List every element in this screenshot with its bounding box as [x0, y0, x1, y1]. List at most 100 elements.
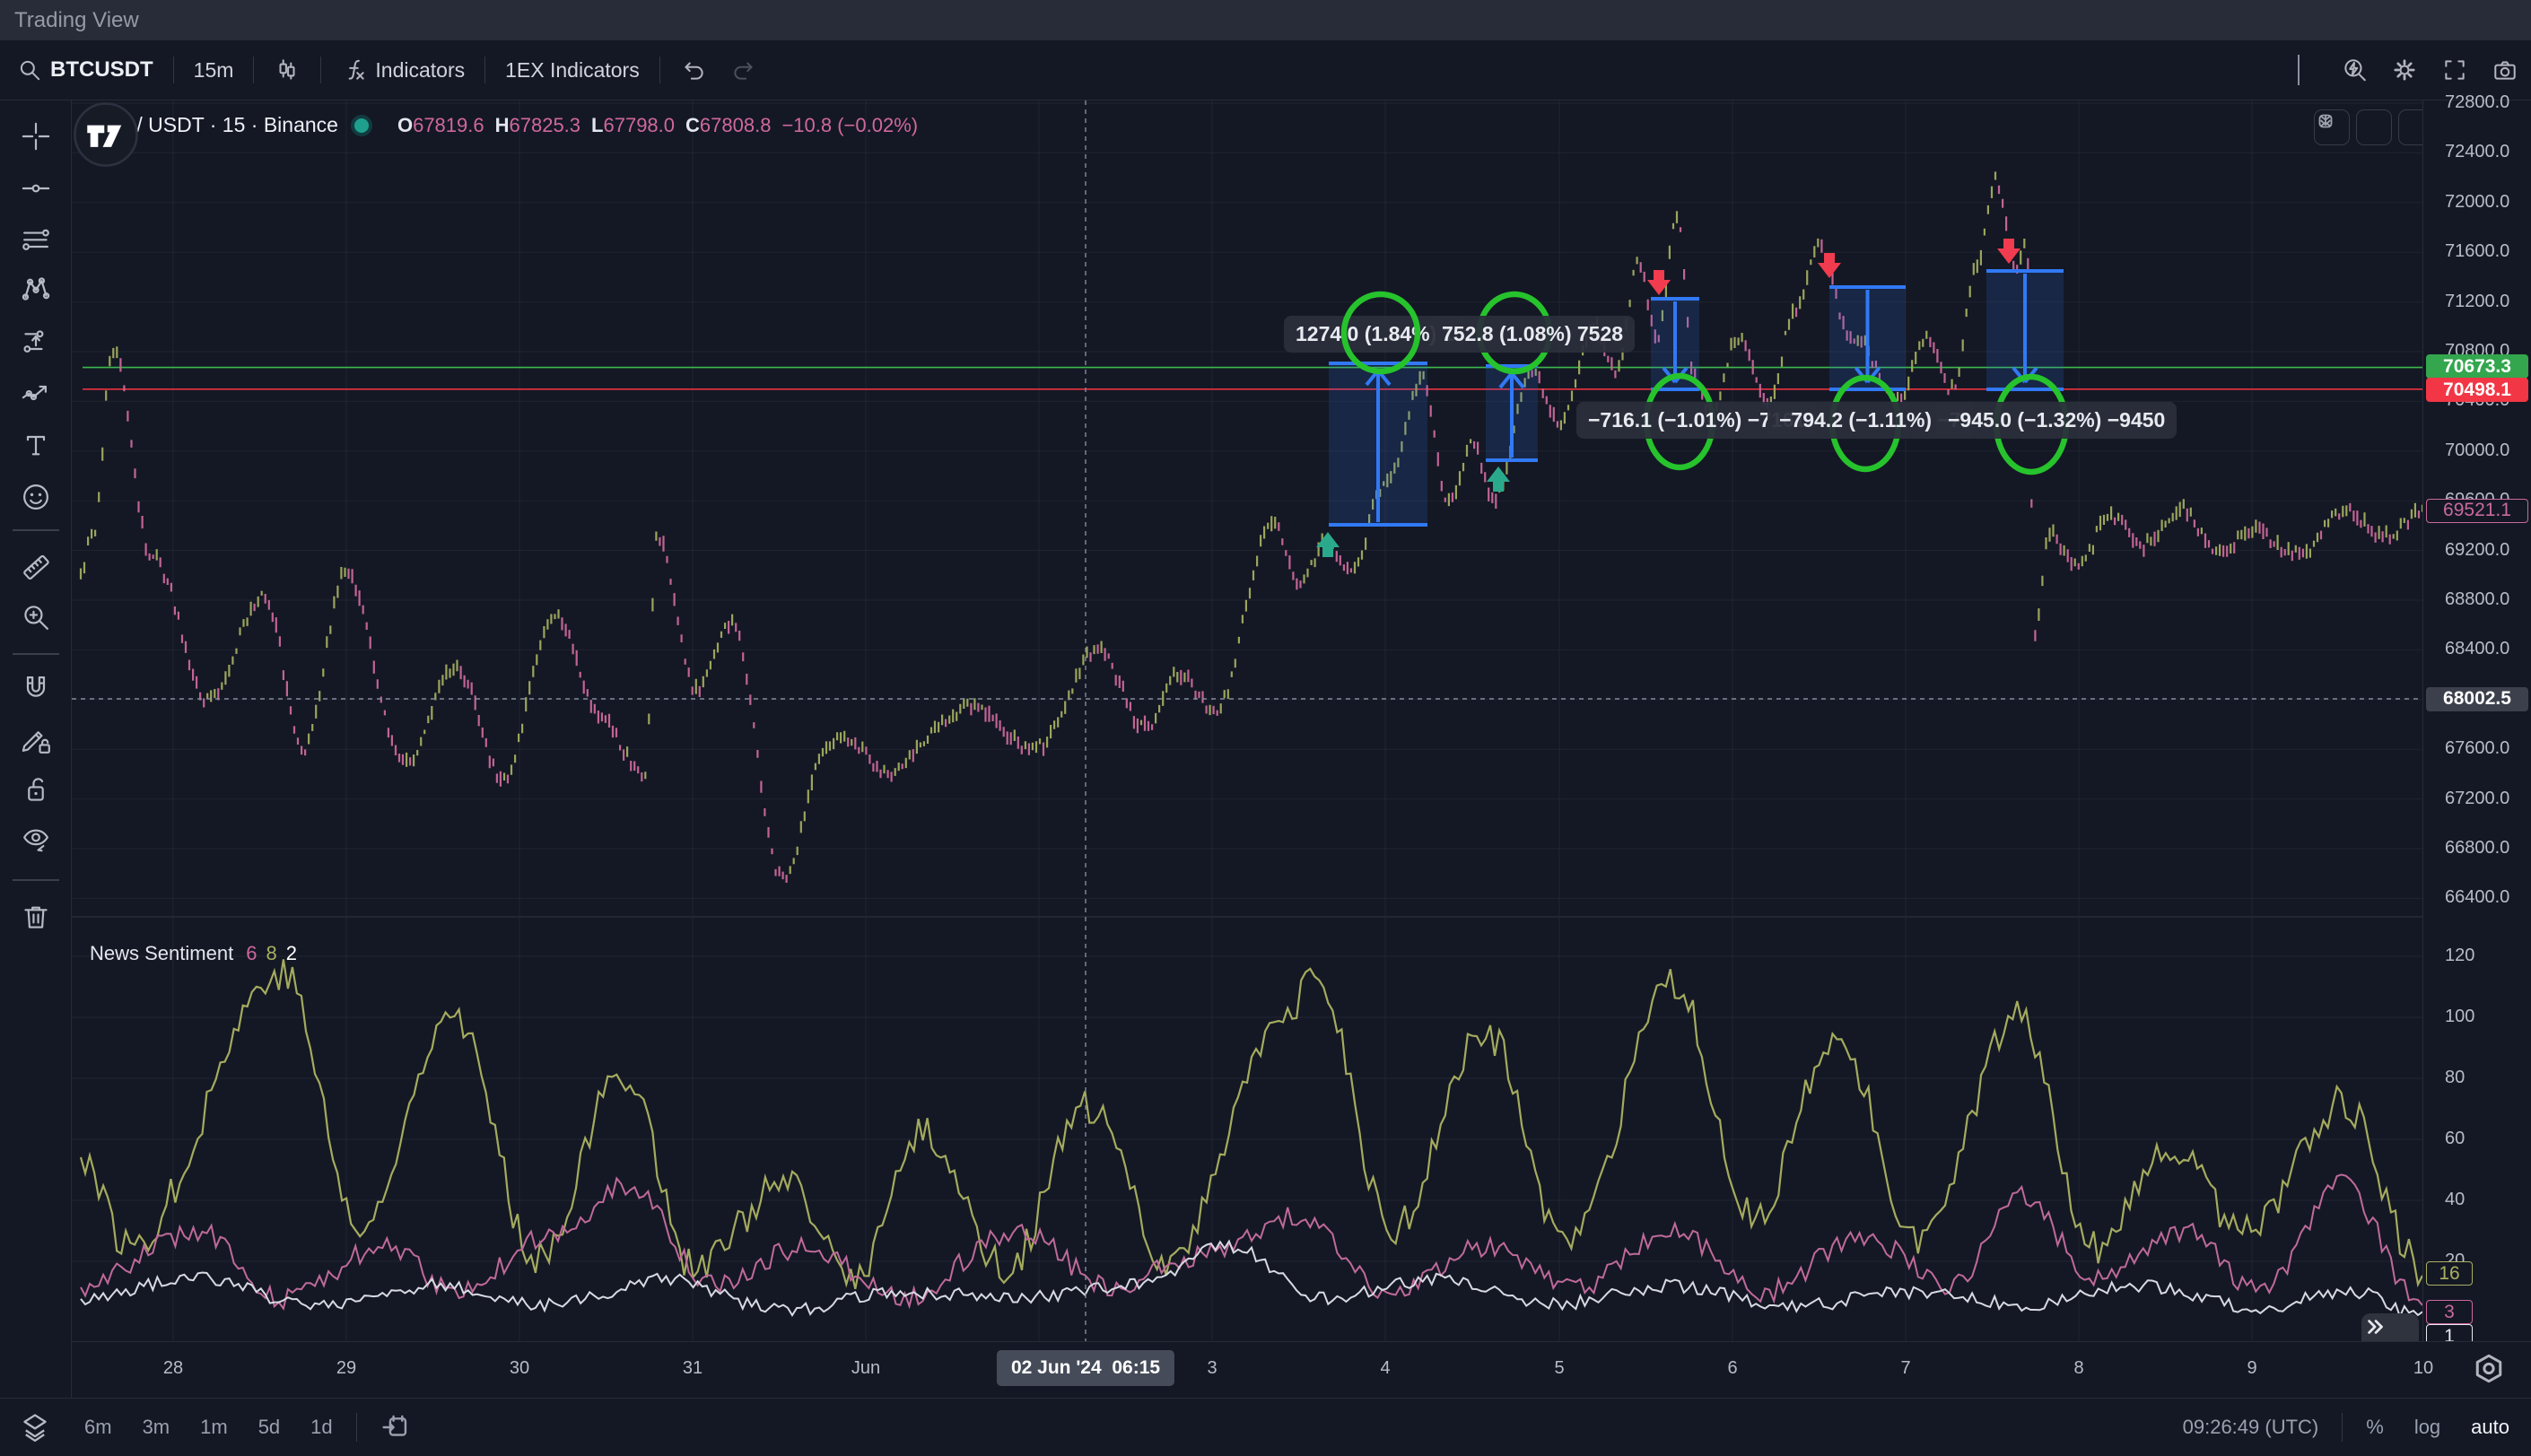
scale-log-button[interactable]: log — [2413, 1416, 2441, 1438]
object-tree-icon[interactable] — [18, 1410, 52, 1444]
news-sentiment-value: 8 — [266, 942, 277, 964]
news-tick-label: 80 — [2445, 1068, 2466, 1087]
pane-collapse-button[interactable] — [2320, 109, 2392, 145]
tool-lock[interactable] — [20, 773, 52, 806]
news-tick-label: 120 — [2445, 946, 2475, 965]
price-tick-label: 72000.0 — [2445, 191, 2510, 212]
redo-button[interactable] — [730, 57, 757, 83]
price-tick-label: 67600.0 — [2445, 738, 2510, 759]
position-label-chip[interactable]: −945.0 (−1.32%) −9450 — [1936, 402, 2178, 439]
buy-arrow-marker[interactable] — [1487, 466, 1510, 492]
highlight-circle-annotation[interactable] — [1340, 291, 1421, 375]
crosshair-time-badge: 02 Jun '24 06:15 — [996, 1350, 1175, 1386]
symbol-label: BTCUSDT — [50, 57, 153, 82]
buy-arrow-marker[interactable] — [1316, 532, 1340, 557]
pane-download-button[interactable] — [2314, 109, 2350, 145]
time-axis[interactable]: 02 Jun '24 06:15 28 29 30 31 Jun 3 4 5 6 7 8 9 10 — [72, 1341, 2531, 1398]
tool-arrow-wave[interactable] — [20, 377, 52, 409]
crosshair-icon — [22, 122, 50, 151]
range-5d[interactable]: 5d — [257, 1416, 281, 1438]
tool-magnet[interactable] — [20, 673, 52, 705]
tool-hide-drawings[interactable] — [20, 824, 52, 856]
undo-button[interactable] — [680, 57, 707, 83]
news-line-sentiment-second — [80, 1173, 2422, 1311]
news-line-sentiment-main — [79, 959, 2422, 1290]
toolbar-divider — [172, 57, 174, 83]
tool-text-tool[interactable] — [20, 429, 52, 461]
tool-trend-line[interactable] — [20, 172, 52, 205]
fx-icon — [349, 59, 365, 80]
interval-button[interactable]: 15m — [194, 58, 234, 83]
go-to-date-icon[interactable] — [380, 1412, 411, 1443]
range-6m[interactable]: 6m — [84, 1416, 112, 1438]
tool-ruler[interactable] — [20, 551, 52, 583]
parallel-channel-icon — [22, 229, 49, 250]
sell-arrow-marker[interactable] — [1997, 239, 2020, 264]
sell-arrow-marker[interactable] — [1647, 270, 1671, 295]
news-tick-label: 100 — [2445, 1007, 2475, 1026]
price-axis[interactable]: 72800.0 72400.0 72000.0 71600.0 71200.0 70800… — [2422, 92, 2531, 1348]
price-tick-label: 72400.0 — [2445, 142, 2510, 162]
time-tick-label: 10 — [2413, 1358, 2434, 1378]
range-1m[interactable]: 1m — [200, 1416, 228, 1438]
scale-percent-button[interactable]: % — [2366, 1416, 2384, 1438]
chevrons-right-icon — [2368, 1320, 2383, 1334]
tool-zoom-in[interactable] — [20, 601, 52, 633]
scale-auto-button[interactable]: auto — [2471, 1416, 2509, 1438]
xabcd-pattern-icon — [22, 277, 50, 301]
tool-parallel-channel[interactable] — [20, 222, 52, 255]
tool-emoji[interactable] — [20, 481, 52, 513]
time-tick-label: 4 — [1380, 1358, 1391, 1378]
sell-arrow-marker[interactable] — [1818, 253, 1841, 278]
price-tick-label: 71200.0 — [2445, 291, 2510, 311]
tradingview-logo[interactable] — [72, 100, 140, 169]
settings-button[interactable] — [2391, 57, 2418, 83]
range-1d[interactable]: 1d — [310, 1416, 333, 1438]
tool-crosshair[interactable] — [20, 120, 52, 153]
bottom-toolbar: 6m 3m 1m 5d 1d 09:26:49 (UTC) % log auto — [0, 1398, 2531, 1456]
price-tick-label: 69200.0 — [2445, 539, 2510, 560]
last-value-badge: 69521.1 — [2426, 498, 2528, 523]
time-tick-label: 30 — [509, 1358, 530, 1378]
sidebar-divider — [13, 879, 59, 881]
symbol-search-button[interactable]: BTCUSDT — [16, 57, 153, 83]
range-3m[interactable]: 3m — [142, 1416, 170, 1438]
indicators-button[interactable]: Indicators — [341, 57, 465, 83]
arrow-wave-icon — [22, 385, 48, 401]
drawing-toolbar — [0, 100, 72, 1398]
axis-settings-icon[interactable] — [2470, 1351, 2508, 1389]
collapse-icon — [2320, 115, 2331, 127]
tool-drawing-unlock[interactable] — [20, 723, 52, 755]
price-tick-label: 68800.0 — [2445, 589, 2510, 609]
tool-xabcd-pattern[interactable] — [20, 273, 52, 305]
news-tick-label: 40 — [2445, 1190, 2466, 1209]
fullscreen-button[interactable] — [2441, 57, 2468, 83]
red-price-badge: 70498.1 — [2426, 378, 2528, 403]
toolbar-divider — [659, 57, 660, 83]
toolbar-divider — [2298, 55, 2300, 85]
magnet-icon — [26, 676, 46, 697]
tool-remove-drawings[interactable] — [20, 901, 52, 933]
sidebar-divider — [13, 529, 59, 531]
quick-search-button[interactable] — [2341, 57, 2368, 83]
source-dot-icon[interactable] — [350, 114, 372, 136]
screenshot-button[interactable] — [2492, 57, 2518, 83]
chart-plot — [72, 100, 2422, 1341]
ex-indicators-button[interactable]: 1EX Indicators — [505, 58, 640, 83]
chart-style-button[interactable] — [274, 57, 301, 83]
time-tick-label: 28 — [162, 1358, 184, 1378]
green-price-badge: 70673.3 — [2426, 354, 2528, 379]
price-tick-label: 66800.0 — [2445, 838, 2510, 858]
tool-long-position[interactable] — [20, 325, 52, 357]
ex-indicators-label: 1EX Indicators — [505, 57, 640, 82]
ohlc-item: C67808.8 — [685, 113, 772, 136]
price-tick-label: 71600.0 — [2445, 241, 2510, 262]
position-label-chip[interactable]: 752.8 (1.08%) 7528 — [1430, 316, 1636, 353]
time-tick-label: 8 — [2073, 1358, 2084, 1378]
time-tick-label: 6 — [1727, 1358, 1738, 1378]
chart-canvas[interactable]: 1274.0 (1.84%) 1 752.8 (1.08%) 7528 −716.1… — [72, 100, 2434, 1360]
time-tick-label: Jun — [851, 1358, 881, 1378]
time-tick-label: 3 — [1207, 1358, 1217, 1378]
emoji-icon — [23, 484, 48, 510]
session-clock[interactable]: 09:26:49 (UTC) — [2182, 1416, 2319, 1438]
